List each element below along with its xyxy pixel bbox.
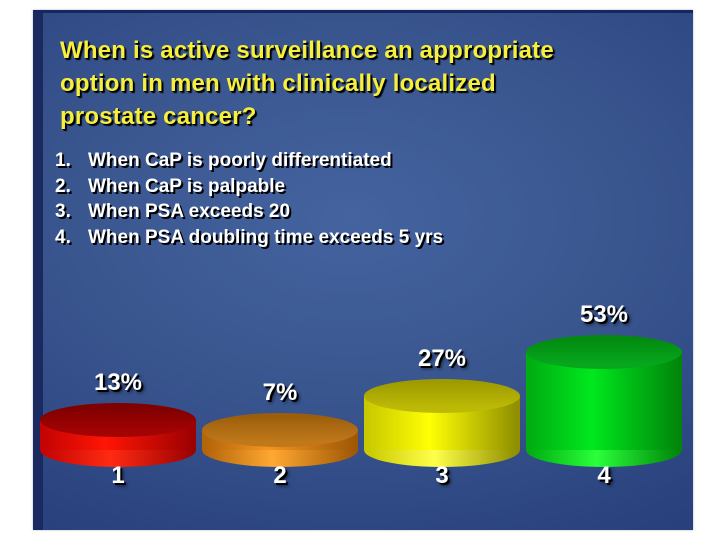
option-text: When PSA exceeds 20 [88, 201, 291, 222]
percent-label: 7% [262, 379, 298, 406]
bar-group-2: 7% 2 [198, 290, 362, 530]
option-number: 1. [55, 150, 71, 171]
option-number: 4. [55, 226, 71, 248]
quiz-option: 1. When CaP is poorly differentiated [55, 148, 655, 174]
option-number: 3. [55, 201, 71, 222]
option-text: When CaP is poorly differentiated [88, 150, 392, 171]
category-label: 2 [273, 462, 287, 489]
percent-label: 13% [93, 369, 143, 396]
quiz-option: 3. When PSA exceeds 20 [55, 199, 655, 225]
poll-results-chart: 13% 1 7% 2 27% 3 [33, 290, 693, 530]
cylinder-top-cap [40, 403, 196, 437]
bar-group-3: 27% 3 [360, 290, 524, 530]
cylinder-top-cap [526, 335, 682, 369]
slide-top-edge [33, 10, 693, 13]
cylinder-bar [202, 413, 358, 467]
presentation-slide: When is active surveillance an appropria… [33, 10, 693, 530]
cylinder-top-cap [364, 379, 520, 413]
cylinder-bar [364, 379, 520, 467]
cylinder-bar [526, 335, 682, 467]
cylinder-bar [40, 403, 196, 467]
bar-group-4: 53% 4 [522, 290, 686, 530]
slide-title: When is active surveillance an appropria… [60, 37, 554, 130]
slide-left-edge [33, 10, 43, 530]
category-label: 1 [111, 462, 125, 489]
percent-label: 53% [579, 301, 629, 328]
category-label: 3 [435, 462, 449, 489]
percent-label: 27% [417, 345, 467, 372]
quiz-option-list: 1. When CaP is poorly differentiated 2. … [55, 148, 655, 250]
option-text: When PSA doubling time exceeds 5 yrs [88, 226, 444, 248]
quiz-option: 2. When CaP is palpable [55, 174, 655, 200]
category-label: 4 [597, 462, 611, 489]
bar-group-1: 13% 1 [36, 290, 200, 530]
cylinder-top-cap [202, 413, 358, 447]
quiz-option: 4. When PSA doubling time exceeds 5 yrs [55, 225, 655, 251]
option-text: When CaP is palpable [88, 175, 286, 197]
option-number: 2. [55, 175, 71, 197]
